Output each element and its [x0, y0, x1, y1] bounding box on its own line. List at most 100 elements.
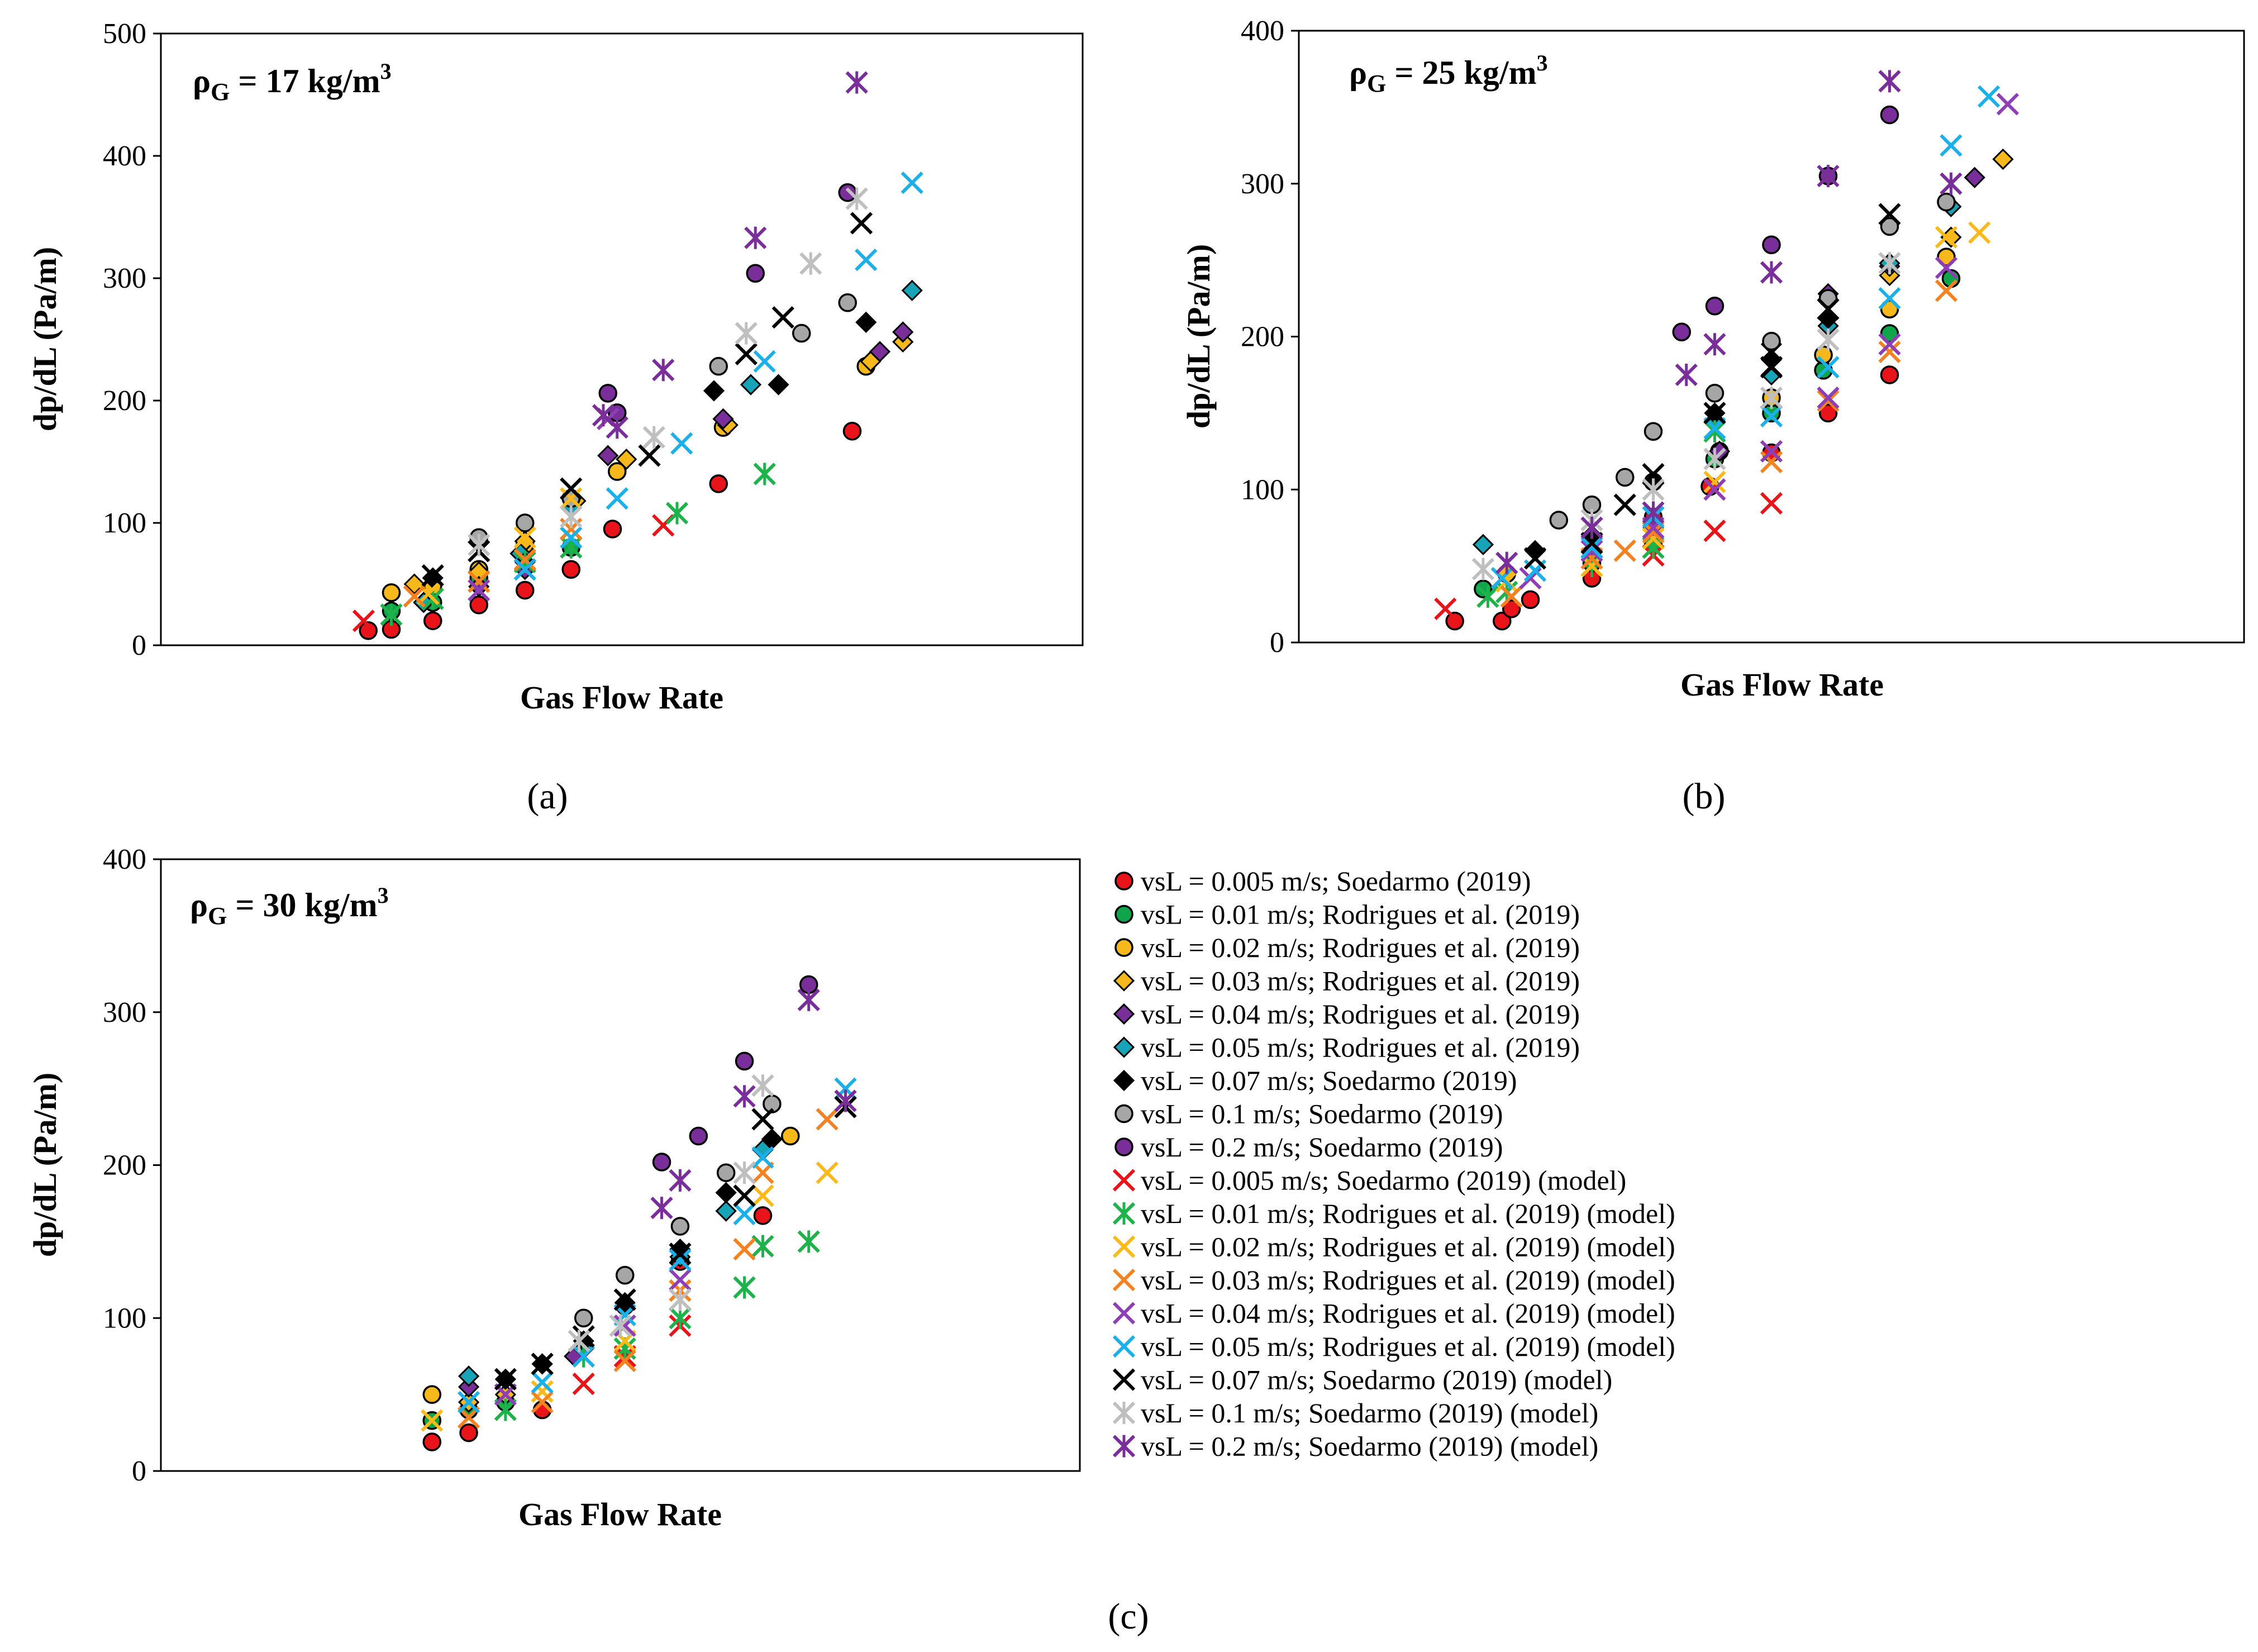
data-point — [1940, 134, 1962, 157]
data-point — [516, 513, 535, 532]
data-point — [380, 603, 403, 626]
plot-area-frame — [160, 858, 1081, 1472]
legend-item: vsL = 0.005 m/s; Soedarmo (2019) (model) — [1112, 1165, 1626, 1196]
data-point — [1523, 547, 1547, 570]
data-point — [614, 1292, 636, 1313]
data-point — [751, 1108, 774, 1131]
data-point — [834, 1089, 857, 1112]
data-point — [423, 611, 442, 630]
series-13 — [494, 1268, 692, 1406]
legend-marker — [1114, 1137, 1133, 1156]
data-point — [531, 1353, 554, 1375]
legend-marker — [1112, 1169, 1136, 1192]
data-point — [716, 1163, 736, 1182]
legend-item: vsL = 0.04 m/s; Rodrigues et al. (2019) — [1113, 998, 1580, 1030]
data-point — [771, 306, 794, 329]
legend-item: vsL = 0.005 m/s; Soedarmo (2019) — [1114, 865, 1531, 897]
legend-label: vsL = 0.2 m/s; Soedarmo (2019) — [1141, 1131, 1503, 1163]
legend-item: vsL = 0.07 m/s; Soedarmo (2019) (model) — [1112, 1364, 1612, 1396]
legend-item: vsL = 0.01 m/s; Rodrigues et al. (2019) — [1114, 899, 1580, 930]
panel-b: 0 100 200 300 400 ρG = 25 kg/m3 Gas Flow Rat… — [1180, 15, 2245, 817]
data-point — [670, 1217, 690, 1236]
data-point — [421, 564, 444, 587]
legend-marker — [1112, 1335, 1136, 1358]
data-point — [468, 579, 490, 602]
series-9 — [352, 514, 675, 632]
data-point — [560, 477, 583, 500]
data-point — [613, 1349, 636, 1373]
legend-marker — [1113, 1036, 1135, 1058]
data-point — [1937, 192, 1956, 212]
legend-label: vsL = 0.005 m/s; Soedarmo (2019) — [1141, 865, 1531, 897]
legend-marker — [1112, 1435, 1136, 1458]
data-point — [1705, 384, 1725, 403]
data-point — [650, 1197, 673, 1220]
data-point — [652, 1153, 671, 1172]
data-point — [1817, 356, 1840, 379]
series-11 — [1495, 221, 1991, 593]
data-point — [751, 1074, 774, 1097]
legend-label: vsL = 0.1 m/s; Soedarmo (2019) — [1141, 1098, 1503, 1130]
data-point — [816, 1161, 839, 1184]
data-point — [457, 1391, 480, 1413]
data-point — [603, 520, 622, 539]
legend-item: vsL = 0.04 m/s; Rodrigues et al. (2019) … — [1112, 1298, 1675, 1329]
data-point — [1878, 203, 1901, 226]
data-point — [1703, 478, 1726, 501]
data-point — [531, 1371, 554, 1394]
series-13 — [468, 407, 620, 602]
data-point — [735, 342, 758, 365]
data-point — [1940, 172, 1962, 195]
data-point — [1878, 287, 1901, 310]
legend-item: vsL = 0.03 m/s; Rodrigues et al. (2019) — [1113, 965, 1580, 997]
data-point — [1880, 217, 1899, 236]
data-point — [1500, 585, 1523, 608]
data-point — [382, 583, 401, 602]
series-17 — [650, 988, 857, 1220]
data-point — [615, 1265, 635, 1285]
series-16 — [568, 1074, 774, 1353]
data-point — [422, 1432, 442, 1451]
y-tick-label: 0 — [132, 1455, 146, 1487]
data-point — [1878, 70, 1901, 93]
legend-label: vsL = 0.01 m/s; Rodrigues et al. (2019) — [1141, 899, 1580, 930]
data-point — [816, 1108, 839, 1131]
data-point — [733, 1085, 756, 1108]
y-tick-label: 100 — [103, 1302, 146, 1334]
legend-item: vsL = 0.05 m/s; Rodrigues et al. (2019) — [1113, 1032, 1580, 1063]
data-point — [642, 426, 665, 449]
data-point — [703, 380, 725, 402]
data-point — [1878, 251, 1901, 275]
data-point — [733, 1202, 756, 1226]
data-point — [616, 448, 637, 470]
data-marks — [352, 71, 923, 640]
data-point — [753, 463, 776, 485]
legend-item: vsL = 0.02 m/s; Rodrigues et al. (2019) — [1114, 932, 1580, 963]
panel-caption: (c) — [1108, 1596, 1149, 1637]
legend-marker — [1112, 1235, 1136, 1258]
data-point — [494, 1368, 517, 1391]
series-8 — [652, 975, 818, 1172]
series-16 — [468, 187, 868, 556]
data-point — [670, 432, 693, 455]
y-axis: 0 100 200 300 400 — [103, 844, 161, 1487]
series-10 — [1476, 420, 1726, 608]
data-point — [1642, 527, 1665, 550]
x-axis-label: Gas Flow Rate — [1680, 666, 1884, 703]
data-point — [613, 1314, 636, 1337]
y-tick-label: 0 — [1270, 627, 1284, 659]
data-point — [597, 445, 619, 466]
data-point — [751, 1184, 774, 1207]
data-point — [403, 573, 425, 595]
legend-marker — [1112, 1202, 1136, 1225]
data-point — [513, 558, 536, 581]
series-8 — [1672, 105, 1899, 342]
data-point — [608, 462, 627, 481]
data-point — [1760, 386, 1783, 410]
legend-label: vsL = 0.1 m/s; Soedarmo (2019) (model) — [1141, 1397, 1598, 1429]
data-point — [1703, 402, 1726, 425]
legend-marker — [1112, 1302, 1136, 1325]
data-point — [572, 1345, 595, 1368]
data-point — [652, 359, 675, 382]
legend-label: vsL = 0.02 m/s; Rodrigues et al. (2019) — [1141, 932, 1580, 963]
